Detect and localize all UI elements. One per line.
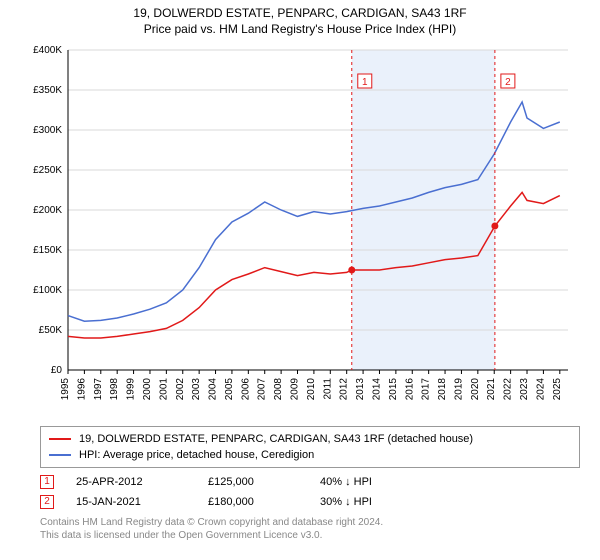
- svg-text:2016: 2016: [404, 378, 415, 401]
- svg-text:2022: 2022: [503, 378, 514, 401]
- legend-row: 19, DOLWERDD ESTATE, PENPARC, CARDIGAN, …: [49, 431, 571, 447]
- footnote: Contains HM Land Registry data © Crown c…: [40, 516, 580, 542]
- svg-text:2015: 2015: [388, 378, 399, 401]
- legend-swatch: [49, 438, 71, 440]
- svg-text:2010: 2010: [306, 378, 317, 401]
- svg-text:2025: 2025: [552, 378, 563, 401]
- svg-text:1998: 1998: [109, 378, 120, 401]
- chart-container: 19, DOLWERDD ESTATE, PENPARC, CARDIGAN, …: [0, 0, 600, 560]
- svg-text:2013: 2013: [355, 378, 366, 401]
- sale-marker-badge: 1: [40, 475, 54, 489]
- svg-text:£150K: £150K: [33, 245, 62, 256]
- svg-text:£0: £0: [51, 365, 63, 376]
- svg-text:1995: 1995: [60, 378, 71, 401]
- svg-text:2: 2: [505, 77, 511, 88]
- sale-row: 1 25-APR-2012 £125,000 40% ↓ HPI: [40, 472, 580, 492]
- svg-text:£100K: £100K: [33, 285, 62, 296]
- svg-text:2002: 2002: [175, 378, 186, 401]
- svg-text:1997: 1997: [93, 378, 104, 401]
- svg-text:£200K: £200K: [33, 205, 62, 216]
- sale-date: 15-JAN-2021: [76, 492, 186, 512]
- chart-plot-area: £0 £50K £100K £150K £200K £250K £300K £350K £400…: [20, 40, 580, 420]
- svg-text:2017: 2017: [421, 378, 432, 401]
- svg-text:2007: 2007: [257, 378, 268, 401]
- svg-text:2008: 2008: [273, 378, 284, 401]
- svg-text:2005: 2005: [224, 378, 235, 401]
- svg-text:2004: 2004: [208, 378, 219, 401]
- sale-marker-badge: 2: [40, 495, 54, 509]
- svg-text:2009: 2009: [290, 378, 301, 401]
- svg-text:2003: 2003: [191, 378, 202, 401]
- svg-text:2000: 2000: [142, 378, 153, 401]
- svg-text:2019: 2019: [453, 378, 464, 401]
- svg-text:£400K: £400K: [33, 45, 62, 56]
- sale-pct: 30% ↓ HPI: [320, 492, 430, 512]
- svg-text:2018: 2018: [437, 378, 448, 401]
- svg-text:£350K: £350K: [33, 85, 62, 96]
- sale-price: £125,000: [208, 472, 298, 492]
- legend-label: 19, DOLWERDD ESTATE, PENPARC, CARDIGAN, …: [79, 431, 473, 447]
- svg-text:£50K: £50K: [39, 325, 63, 336]
- sale-price: £180,000: [208, 492, 298, 512]
- svg-text:1: 1: [362, 77, 368, 88]
- legend-swatch: [49, 454, 71, 456]
- svg-text:2006: 2006: [240, 378, 251, 401]
- legend-label: HPI: Average price, detached house, Cere…: [79, 447, 314, 463]
- svg-text:2011: 2011: [322, 378, 333, 400]
- svg-text:2001: 2001: [158, 378, 169, 401]
- svg-text:2023: 2023: [519, 378, 530, 401]
- footnote-line-1: Contains HM Land Registry data © Crown c…: [40, 516, 580, 529]
- sale-row: 2 15-JAN-2021 £180,000 30% ↓ HPI: [40, 492, 580, 512]
- sale-pct: 40% ↓ HPI: [320, 472, 430, 492]
- footnote-line-2: This data is licensed under the Open Gov…: [40, 529, 580, 542]
- sales-list: 1 25-APR-2012 £125,000 40% ↓ HPI 2 15-JAN-202…: [40, 472, 580, 512]
- svg-text:2014: 2014: [371, 378, 382, 401]
- legend-box: 19, DOLWERDD ESTATE, PENPARC, CARDIGAN, …: [40, 426, 580, 468]
- chart-subtitle: Price paid vs. HM Land Registry's House …: [0, 20, 600, 40]
- svg-text:2021: 2021: [486, 378, 497, 401]
- svg-text:£300K: £300K: [33, 125, 62, 136]
- svg-text:1996: 1996: [76, 378, 87, 401]
- svg-text:£250K: £250K: [33, 165, 62, 176]
- svg-text:1999: 1999: [126, 378, 137, 401]
- svg-text:2012: 2012: [339, 378, 350, 401]
- line-chart-svg: £0 £50K £100K £150K £200K £250K £300K £350K £400…: [20, 40, 580, 420]
- sale-date: 25-APR-2012: [76, 472, 186, 492]
- svg-text:2020: 2020: [470, 378, 481, 401]
- svg-text:2024: 2024: [535, 378, 546, 401]
- chart-title: 19, DOLWERDD ESTATE, PENPARC, CARDIGAN, …: [0, 0, 600, 20]
- legend-row: HPI: Average price, detached house, Cere…: [49, 447, 571, 463]
